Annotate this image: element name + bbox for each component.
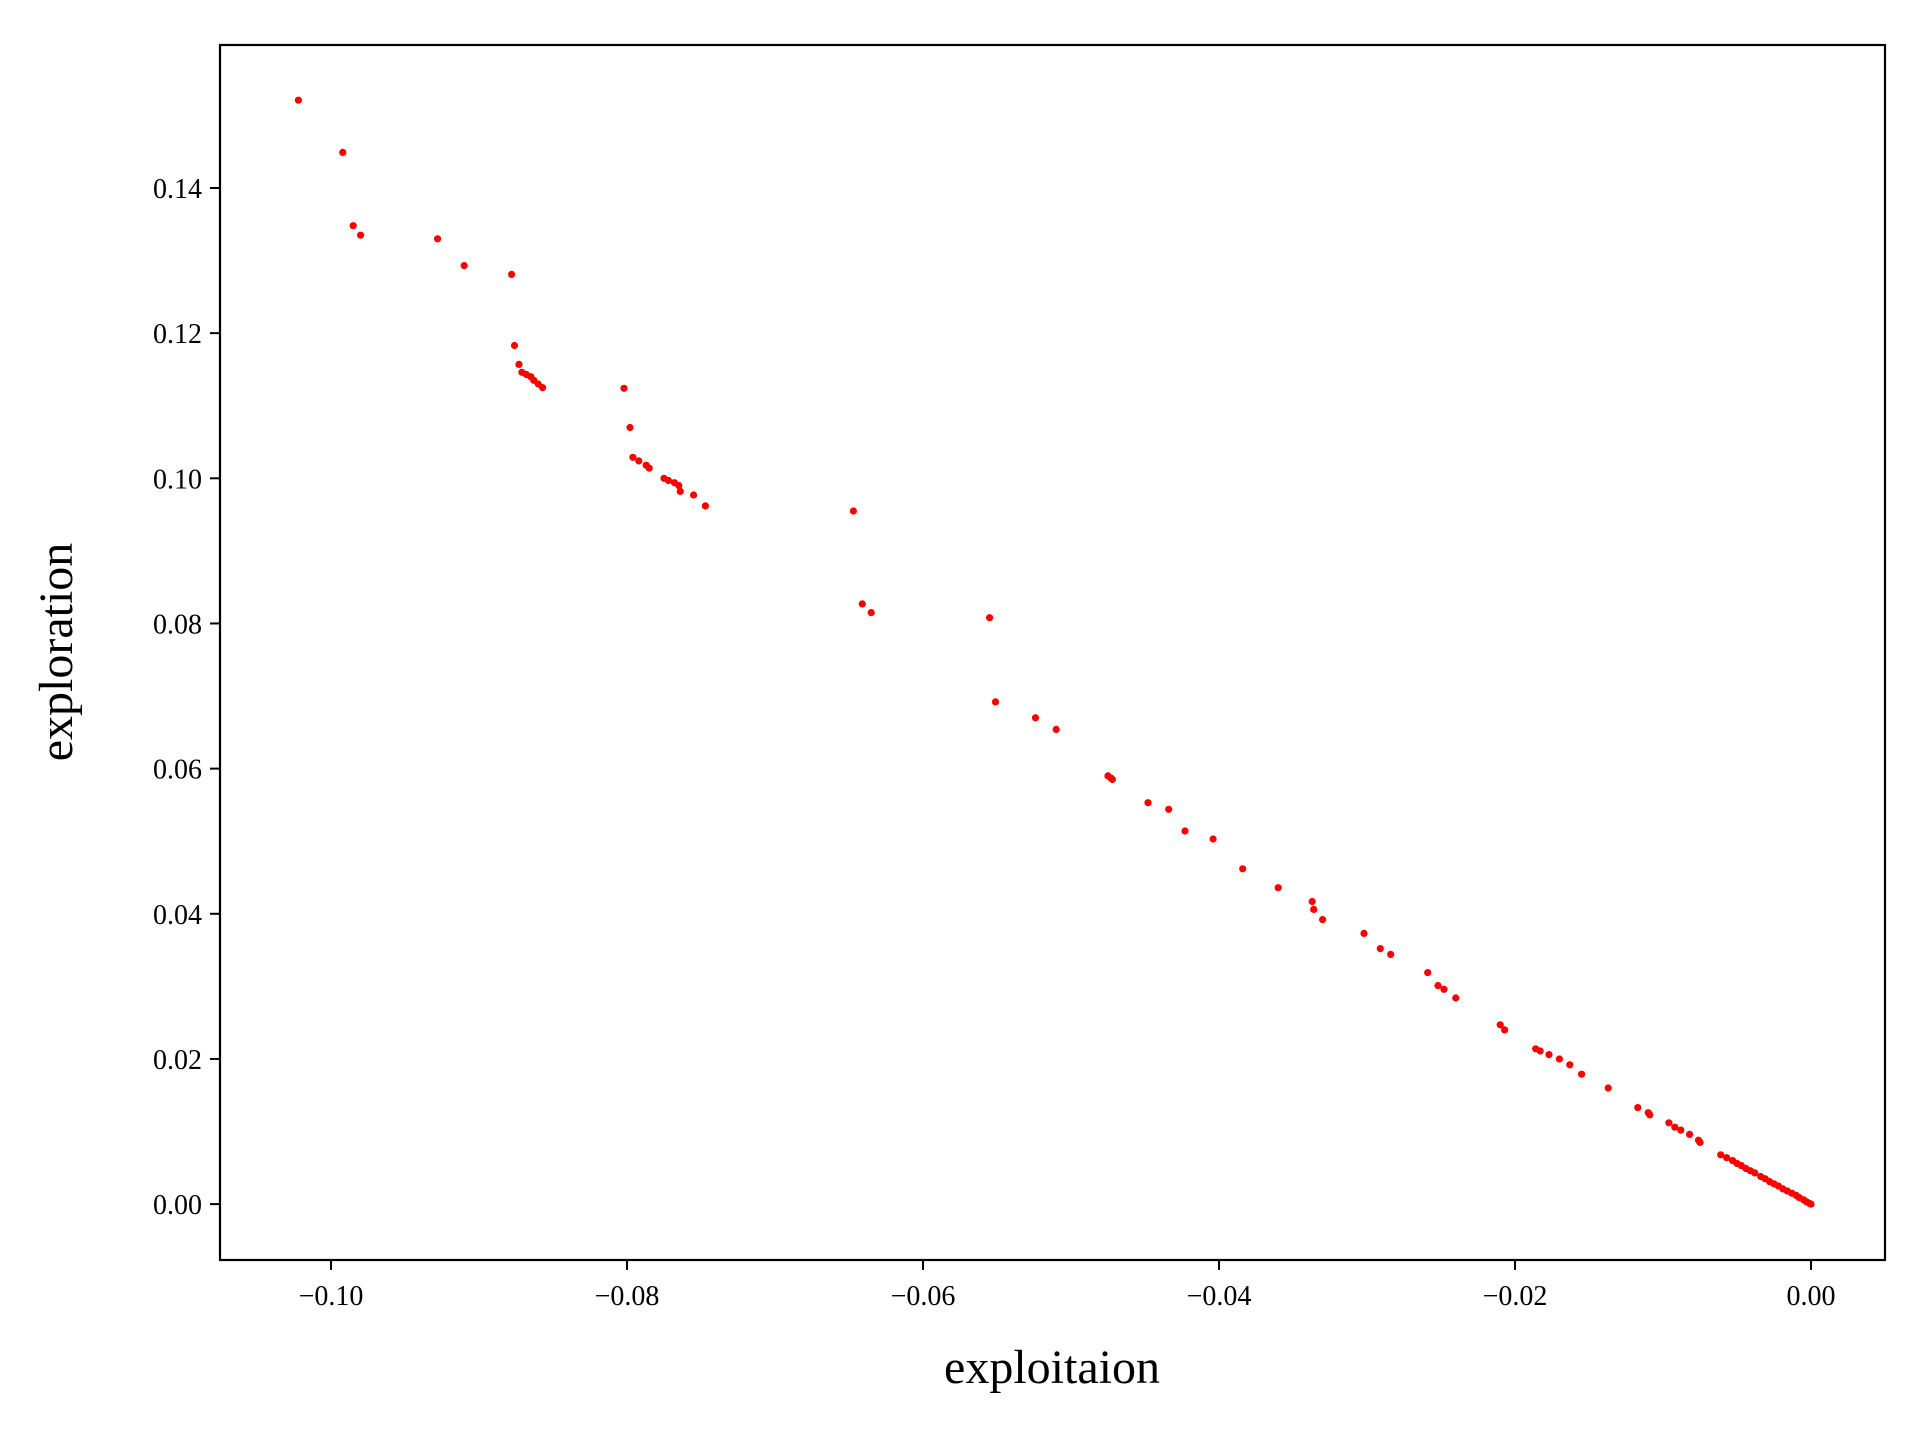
y-tick-label: 0.08 xyxy=(153,609,202,640)
data-point xyxy=(1677,1126,1685,1134)
data-point xyxy=(1671,1123,1679,1131)
data-point xyxy=(1717,1151,1725,1159)
data-point xyxy=(357,231,365,239)
data-point xyxy=(1696,1138,1704,1146)
data-point xyxy=(1545,1051,1553,1059)
plot-frame xyxy=(218,43,1887,1262)
data-point xyxy=(1031,714,1040,722)
data-point xyxy=(1319,916,1327,924)
data-point xyxy=(1723,1154,1731,1162)
data-point xyxy=(1274,884,1282,892)
data-point xyxy=(620,384,628,392)
x-tick-label: −0.10 xyxy=(299,1281,364,1312)
data-point xyxy=(1144,799,1152,807)
data-point xyxy=(701,502,710,510)
data-point xyxy=(991,698,1000,706)
data-point xyxy=(690,491,698,499)
data-point xyxy=(508,270,516,278)
data-point xyxy=(858,600,866,608)
data-point xyxy=(434,235,442,243)
y-tick-label: 0.04 xyxy=(153,900,202,931)
data-point xyxy=(1387,950,1395,959)
x-tick-label: −0.04 xyxy=(1187,1281,1252,1312)
data-point xyxy=(1440,985,1448,993)
data-point xyxy=(1452,994,1460,1002)
data-point xyxy=(849,507,858,515)
data-point xyxy=(675,482,683,490)
data-point xyxy=(645,464,653,472)
x-tick-label: −0.02 xyxy=(1483,1281,1548,1312)
data-point xyxy=(1634,1104,1642,1112)
y-tick-label: 0.12 xyxy=(153,319,202,350)
x-tick-label: −0.06 xyxy=(891,1281,956,1312)
data-point xyxy=(629,453,637,461)
data-point xyxy=(1496,1021,1504,1029)
y-axis-ticks: 0.00 0.02 0.04 0.06 0.08 0.10 0.12 0.14 xyxy=(153,174,220,1221)
data-point xyxy=(1239,865,1247,873)
data-points xyxy=(294,96,1815,1208)
data-point xyxy=(339,148,347,156)
data-point xyxy=(1360,929,1368,938)
y-tick-label: 0.06 xyxy=(153,755,202,786)
y-tick-label: 0.00 xyxy=(153,1190,202,1221)
data-point xyxy=(1578,1070,1586,1078)
data-point xyxy=(460,262,468,270)
data-point xyxy=(1807,1200,1815,1208)
data-point xyxy=(664,476,673,485)
x-tick-label: −0.08 xyxy=(595,1281,660,1312)
x-tick-label: 0.00 xyxy=(1787,1281,1836,1312)
data-point xyxy=(1665,1119,1673,1127)
data-point xyxy=(676,487,684,495)
data-point xyxy=(1310,905,1318,914)
data-point xyxy=(626,423,634,432)
data-point xyxy=(1376,945,1384,953)
data-point xyxy=(986,614,994,622)
data-point xyxy=(867,609,875,617)
data-point xyxy=(1536,1047,1544,1055)
data-point xyxy=(1052,725,1060,734)
data-point xyxy=(539,384,547,392)
y-axis-title: exploration xyxy=(30,543,83,762)
data-point xyxy=(1424,969,1432,977)
data-point xyxy=(1555,1055,1563,1063)
data-point xyxy=(635,457,643,465)
data-point xyxy=(1604,1084,1612,1092)
data-point xyxy=(515,360,523,368)
x-axis-ticks: −0.10 −0.08 −0.06 −0.04 −0.02 0.00 xyxy=(299,1260,1836,1312)
data-point xyxy=(1308,897,1316,906)
data-point xyxy=(1434,982,1442,990)
y-tick-label: 0.14 xyxy=(153,174,202,205)
data-point xyxy=(1501,1026,1509,1034)
data-point xyxy=(510,341,519,350)
data-point xyxy=(1209,835,1217,843)
y-tick-label: 0.02 xyxy=(153,1045,202,1076)
data-point xyxy=(1566,1061,1574,1069)
data-point xyxy=(1686,1130,1694,1138)
data-point xyxy=(1646,1111,1654,1119)
data-point xyxy=(1181,827,1189,835)
data-point xyxy=(1165,805,1173,813)
x-axis-title: exploitaion xyxy=(944,1341,1160,1394)
data-point xyxy=(1751,1169,1759,1177)
data-point xyxy=(349,222,357,230)
data-point xyxy=(1108,775,1116,784)
y-tick-label: 0.10 xyxy=(153,464,202,495)
data-point xyxy=(294,96,302,104)
